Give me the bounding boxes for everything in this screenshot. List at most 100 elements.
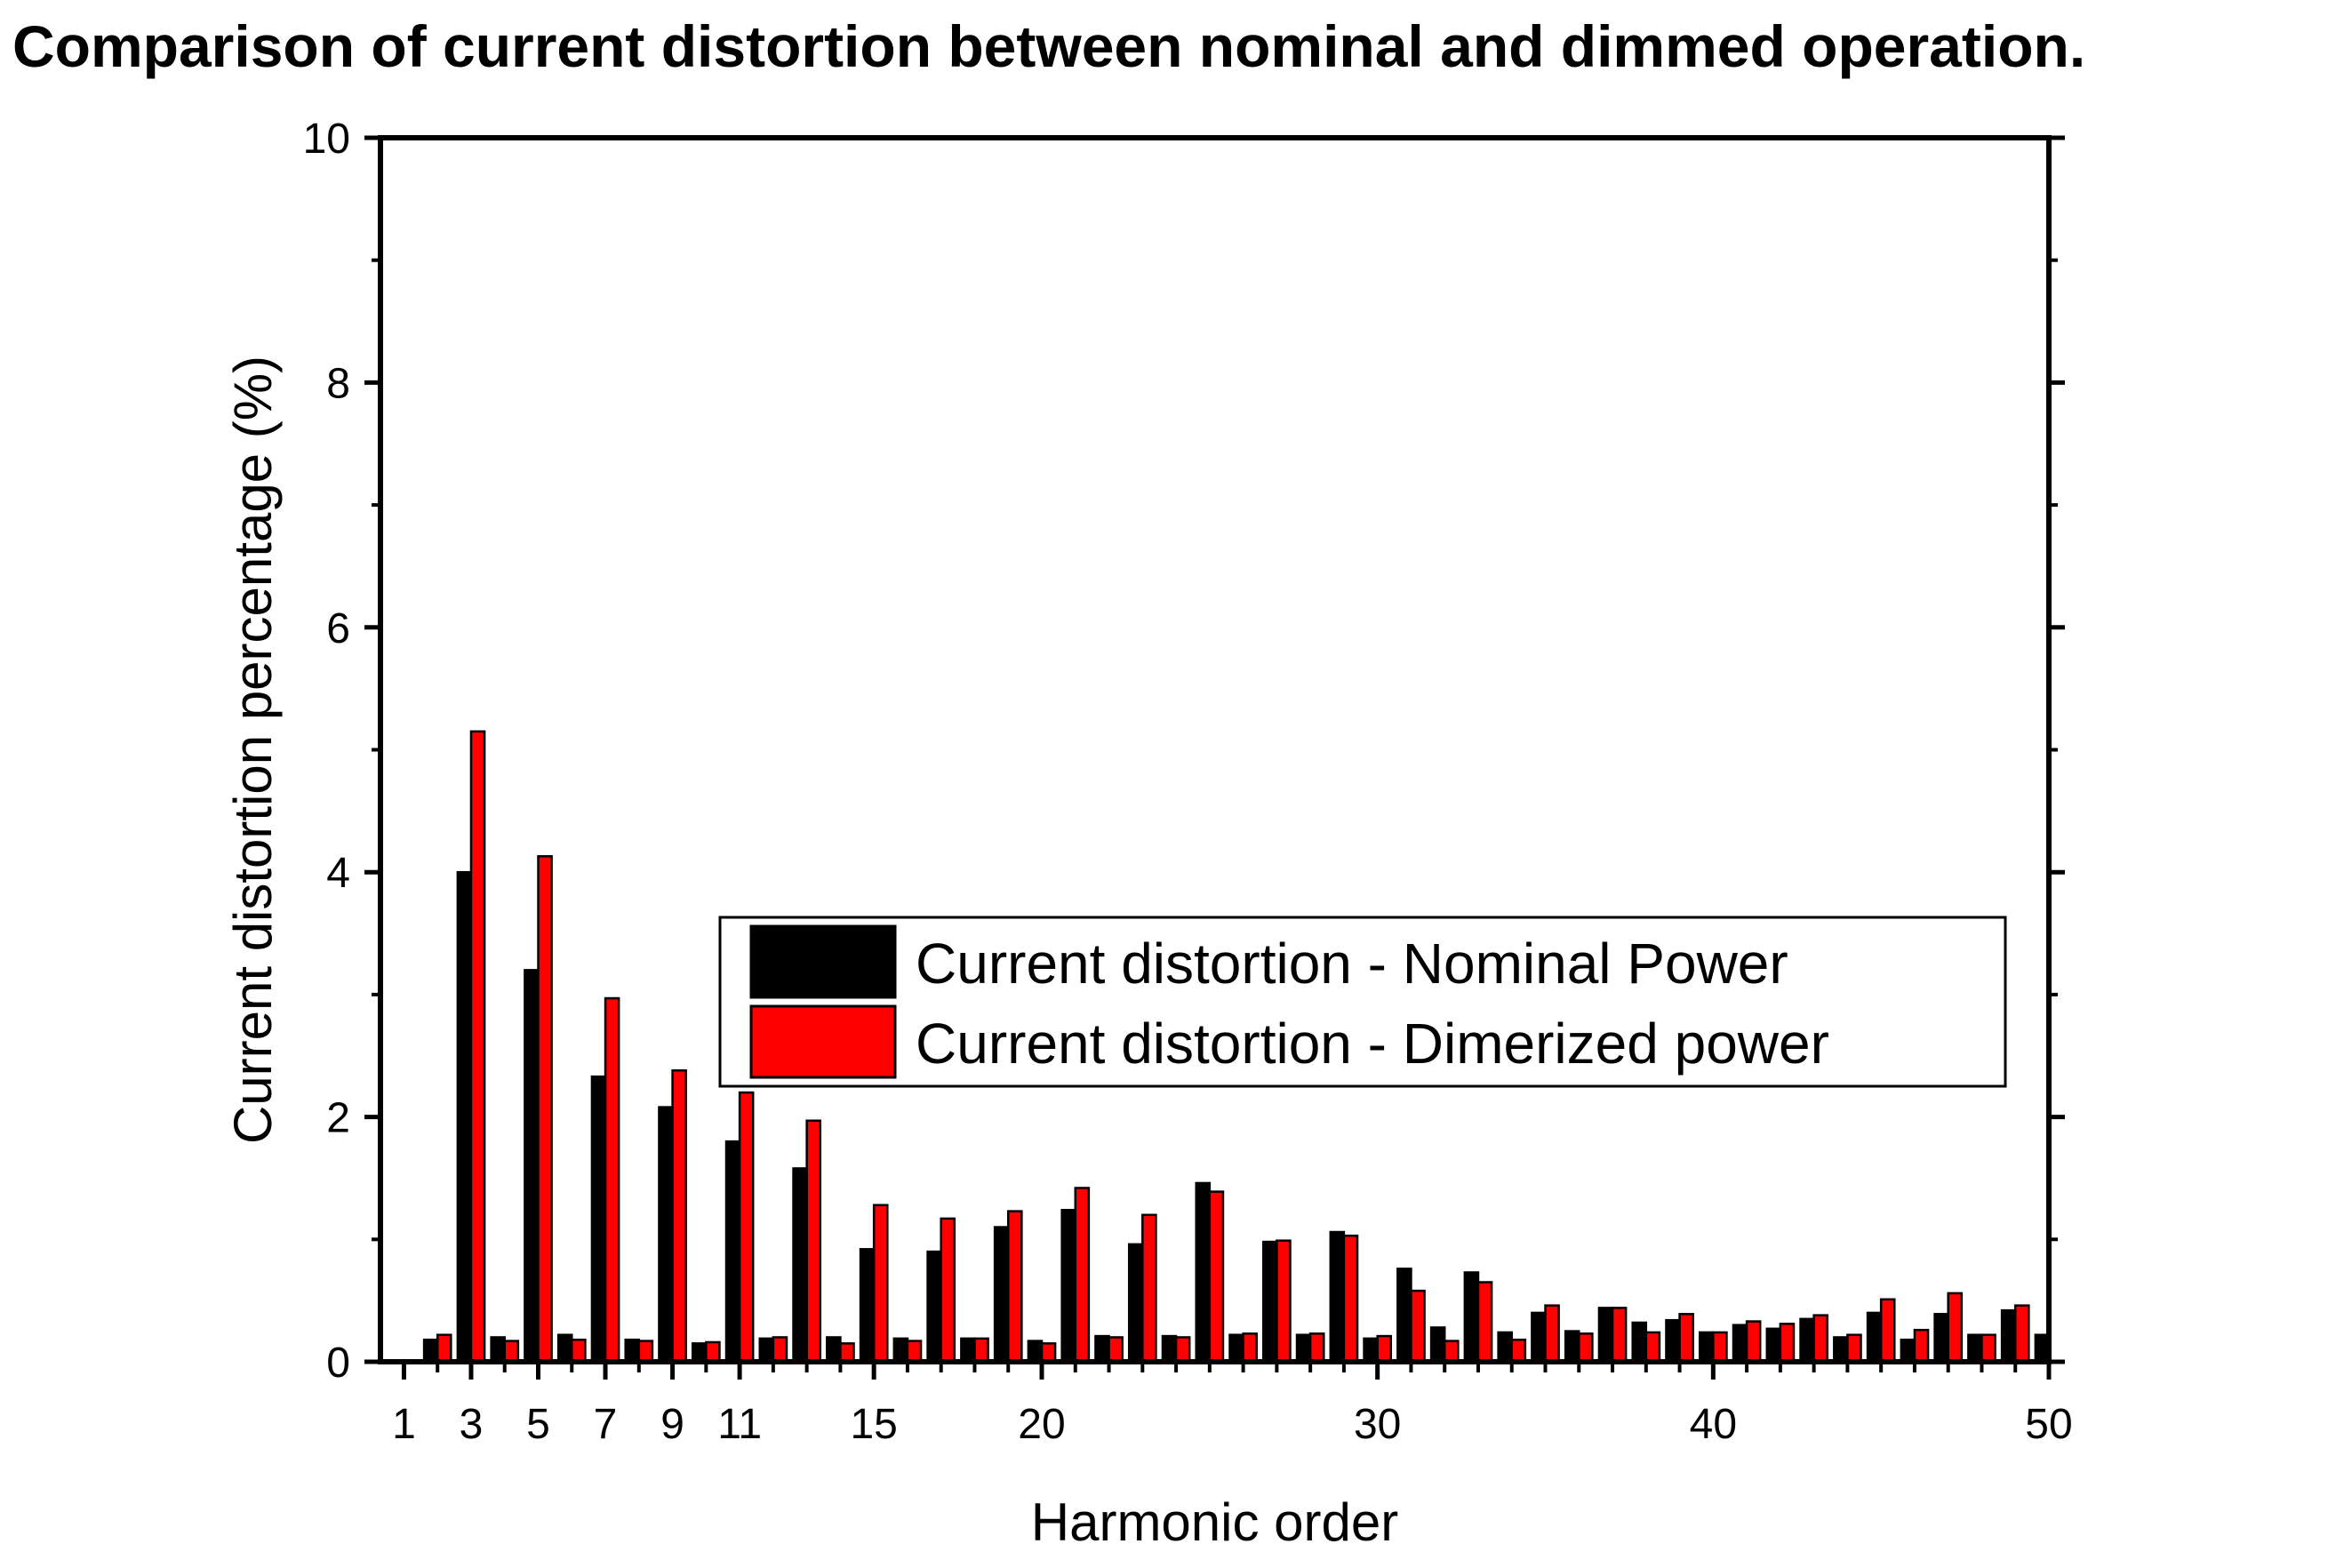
bar-nominal-h8 <box>624 1338 641 1364</box>
bar-nominal-h9 <box>658 1106 674 1364</box>
bar-nominal-h10 <box>691 1342 708 1364</box>
bar-dimerized-h11 <box>738 1091 755 1364</box>
bar-dimerized-h19 <box>1006 1210 1023 1364</box>
bar-nominal-h35 <box>1531 1311 1547 1364</box>
y-tick-label-8: 8 <box>326 360 350 407</box>
bar-dimerized-h43 <box>1812 1314 1828 1364</box>
bar-dimerized-h39 <box>1678 1313 1694 1364</box>
bar-dimerized-h5 <box>537 855 553 1364</box>
bar-nominal-h43 <box>1799 1317 1815 1364</box>
bar-dimerized-h13 <box>805 1119 822 1364</box>
bar-nominal-h41 <box>1732 1324 1748 1364</box>
bar-dimerized-h20 <box>1040 1342 1057 1364</box>
bar-nominal-h6 <box>556 1333 573 1364</box>
bar-dimerized-h34 <box>1510 1338 1527 1364</box>
legend-label-dimerized: Current distortion - Dimerized power <box>916 1012 1829 1076</box>
bar-dimerized-h15 <box>872 1204 889 1364</box>
chart-title: Comparison of current distortion between… <box>12 13 2086 79</box>
bar-nominal-h37 <box>1597 1307 1614 1364</box>
bar-nominal-h33 <box>1463 1271 1480 1364</box>
y-axis-label: Current distortion percentage (%) <box>223 356 283 1144</box>
x-tick-label-1: 1 <box>392 1401 416 1448</box>
bar-dimerized-h30 <box>1376 1334 1393 1364</box>
bar-nominal-h11 <box>724 1140 741 1364</box>
bar-dimerized-h7 <box>604 996 620 1364</box>
bar-dimerized-h9 <box>671 1069 687 1364</box>
bar-dimerized-h40 <box>1712 1331 1728 1364</box>
bar-dimerized-h32 <box>1443 1340 1460 1364</box>
ticks-layer: 0 2 4 6 8 10 1 3 5 7 9 11 15 20 30 40 50 <box>303 116 2073 1448</box>
legend-label-nominal: Current distortion - Nominal Power <box>916 932 1788 996</box>
y-tick-label-10: 10 <box>303 116 350 163</box>
x-tick-label-7: 7 <box>594 1401 618 1448</box>
bar-nominal-h48 <box>1967 1333 1983 1364</box>
bar-dimerized-h47 <box>1947 1292 1964 1364</box>
bar-dimerized-h26 <box>1242 1332 1258 1364</box>
bar-nominal-h49 <box>2000 1308 2017 1364</box>
bar-dimerized-h37 <box>1611 1307 1628 1364</box>
bar-dimerized-h33 <box>1476 1281 1493 1364</box>
bar-dimerized-h44 <box>1846 1333 1862 1364</box>
bar-nominal-h27 <box>1262 1240 1278 1364</box>
bar-nominal-h25 <box>1195 1181 1212 1364</box>
bar-nominal-h21 <box>1060 1209 1077 1364</box>
bar-dimerized-h4 <box>503 1340 520 1364</box>
bar-nominal-h15 <box>859 1248 876 1364</box>
bar-nominal-h14 <box>826 1336 842 1364</box>
legend-swatch-nominal <box>749 924 897 999</box>
legend-box <box>718 916 2007 1088</box>
x-tick-label-11: 11 <box>717 1401 762 1448</box>
x-tick-label-30: 30 <box>1354 1401 1401 1448</box>
bar-dimerized-h21 <box>1074 1187 1091 1364</box>
y-tick-label-6: 6 <box>326 605 350 652</box>
bar-dimerized-h41 <box>1745 1320 1762 1364</box>
x-tick-label-50: 50 <box>2025 1401 2072 1448</box>
x-tick-label-20: 20 <box>1018 1401 1065 1448</box>
y-tick-label-2: 2 <box>326 1095 350 1142</box>
bar-nominal-h36 <box>1564 1330 1580 1364</box>
bar-dimerized-h3 <box>469 730 486 1364</box>
bar-dimerized-h14 <box>839 1342 855 1364</box>
bar-dimerized-h38 <box>1644 1331 1661 1364</box>
bar-dimerized-h27 <box>1276 1239 1292 1364</box>
bar-dimerized-h10 <box>705 1340 721 1364</box>
bar-dimerized-h46 <box>1913 1328 1930 1364</box>
bar-dimerized-h49 <box>2013 1304 2030 1364</box>
bar-dimerized-h35 <box>1544 1304 1560 1364</box>
bar-nominal-h44 <box>1833 1336 1849 1364</box>
bar-nominal-h16 <box>892 1337 909 1364</box>
bar-nominal-h13 <box>792 1167 808 1364</box>
plot-frame <box>378 135 2052 1364</box>
y-tick-label-4: 4 <box>326 850 350 897</box>
bar-dimerized-h16 <box>906 1340 923 1364</box>
bar-nominal-h38 <box>1631 1321 1648 1364</box>
bar-dimerized-h48 <box>1980 1333 1996 1364</box>
legend-swatch-dimerized <box>749 1004 897 1079</box>
bar-nominal-h4 <box>490 1336 506 1364</box>
bar-dimerized-h6 <box>571 1338 587 1364</box>
y-tick-label-0: 0 <box>326 1340 350 1387</box>
bar-dimerized-h18 <box>973 1337 989 1364</box>
bar-dimerized-h29 <box>1342 1234 1359 1364</box>
bar-nominal-h12 <box>758 1337 775 1364</box>
bar-nominal-h28 <box>1295 1333 1312 1364</box>
legend: Current distortion - Nominal Power Curre… <box>718 916 2007 1088</box>
bar-dimerized-h24 <box>1174 1336 1191 1364</box>
bar-nominal-h40 <box>1698 1331 1715 1364</box>
bar-nominal-h26 <box>1228 1333 1244 1364</box>
bar-nominal-h2 <box>422 1338 439 1364</box>
bar-nominal-h7 <box>590 1075 607 1364</box>
bar-dimerized-h23 <box>1141 1213 1157 1364</box>
bar-nominal-h42 <box>1765 1327 1782 1364</box>
bar-nominal-h18 <box>960 1337 976 1364</box>
bar-dimerized-h8 <box>637 1340 654 1364</box>
bar-nominal-h17 <box>926 1250 942 1364</box>
bar-nominal-h19 <box>993 1226 1010 1364</box>
x-tick-label-15: 15 <box>850 1401 897 1448</box>
bar-dimerized-h22 <box>1108 1336 1124 1364</box>
bar-dimerized-h31 <box>1410 1289 1426 1364</box>
x-axis-label: Harmonic order <box>1031 1492 1398 1552</box>
bar-nominal-h31 <box>1396 1268 1412 1364</box>
x-tick-label-40: 40 <box>1690 1401 1737 1448</box>
